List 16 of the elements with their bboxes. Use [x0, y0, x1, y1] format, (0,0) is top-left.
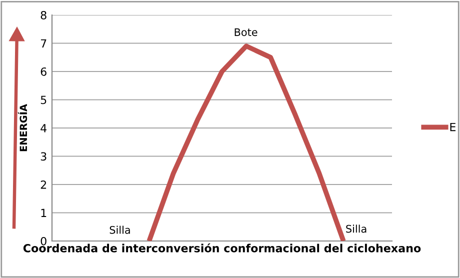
annotation: Silla: [346, 224, 366, 233]
x-axis-title: Coordenada de interconversión conformacional del ciclohexano: [23, 243, 421, 252]
y-tick-label: 7: [40, 39, 46, 48]
y-tick-label: 6: [40, 67, 46, 76]
line-series: [146, 44, 346, 241]
y-tick-label: 4: [40, 124, 47, 132]
y-tick-label: 2: [40, 180, 46, 189]
y-tick-label: 5: [40, 96, 46, 104]
y-axis-title: ENERGÍA: [18, 104, 28, 152]
y-tick-label: 8: [40, 10, 46, 20]
y-tick-label: 0: [40, 236, 46, 246]
y-tick-label: 3: [40, 152, 46, 161]
legend-label: E: [450, 122, 456, 132]
annotation: Bote: [234, 28, 258, 36]
annotation: Silla: [110, 226, 130, 234]
y-tick-label: 1: [41, 208, 46, 217]
